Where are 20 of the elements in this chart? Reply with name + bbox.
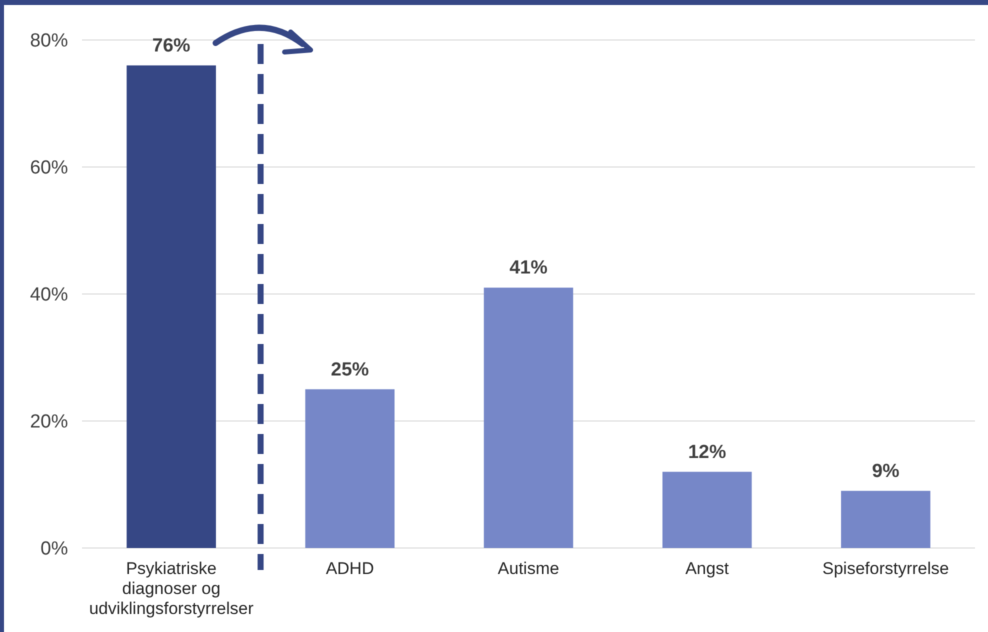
data-label: 76% [152, 35, 190, 56]
x-tick-label: Autisme [498, 559, 560, 578]
data-label: 41% [509, 258, 548, 279]
data-label: 9% [872, 460, 900, 482]
bar [841, 490, 930, 548]
bar [484, 288, 574, 548]
y-tick-label: 20% [30, 412, 68, 433]
bar [305, 389, 395, 548]
bar [126, 65, 216, 548]
y-tick-label: 80% [30, 30, 68, 52]
y-tick-label: 40% [30, 284, 68, 306]
data-label: 25% [330, 359, 370, 380]
data-label: 12% [688, 442, 726, 463]
bar [662, 472, 752, 548]
y-tick-label: 60% [30, 158, 68, 179]
x-tick-label: Angst [685, 559, 730, 578]
x-tick-label: Spiseforstyrrelse [822, 559, 950, 578]
y-tick-label: 0% [40, 538, 68, 560]
x-tick-label: Psykiatriske diagnoser og udviklingsforstyrrelser [89, 559, 254, 618]
x-tick-label: ADHD [326, 559, 374, 578]
